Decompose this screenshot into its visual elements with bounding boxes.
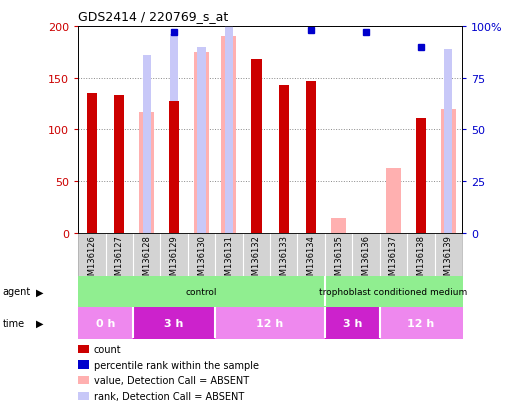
Text: 12 h: 12 h: [407, 318, 435, 328]
Text: percentile rank within the sample: percentile rank within the sample: [94, 360, 259, 370]
Text: GSM136136: GSM136136: [362, 235, 371, 285]
Bar: [306, 82, 316, 233]
Bar: [279, 86, 289, 233]
Text: GSM136126: GSM136126: [87, 235, 96, 285]
Bar: [221, 37, 237, 233]
Text: time: time: [3, 318, 25, 328]
Bar: [170, 35, 178, 233]
Text: 12 h: 12 h: [257, 318, 284, 328]
Bar: [87, 94, 97, 233]
Text: 3 h: 3 h: [164, 318, 184, 328]
Text: GSM136129: GSM136129: [169, 235, 178, 285]
Bar: [331, 219, 346, 233]
Text: GSM136139: GSM136139: [444, 235, 453, 285]
Text: GSM136127: GSM136127: [115, 235, 124, 285]
Bar: [416, 119, 426, 233]
Text: ▶: ▶: [36, 287, 43, 297]
Text: GSM136130: GSM136130: [197, 235, 206, 285]
Text: value, Detection Call = ABSENT: value, Detection Call = ABSENT: [94, 375, 249, 385]
Bar: [251, 60, 261, 233]
Text: GDS2414 / 220769_s_at: GDS2414 / 220769_s_at: [78, 10, 229, 23]
Bar: [225, 19, 233, 233]
Bar: [441, 109, 456, 233]
Text: 0 h: 0 h: [96, 318, 115, 328]
Text: GSM136131: GSM136131: [224, 235, 233, 285]
Bar: [169, 102, 180, 233]
Bar: [444, 50, 452, 233]
Bar: [143, 56, 151, 233]
Text: agent: agent: [3, 287, 31, 297]
Text: GSM136134: GSM136134: [307, 235, 316, 285]
Bar: [386, 169, 401, 233]
Text: GSM136135: GSM136135: [334, 235, 343, 285]
Text: 3 h: 3 h: [343, 318, 362, 328]
Bar: [197, 47, 205, 233]
Text: GSM136132: GSM136132: [252, 235, 261, 285]
Text: GSM136133: GSM136133: [279, 235, 288, 285]
Text: rank, Detection Call = ABSENT: rank, Detection Call = ABSENT: [94, 391, 244, 401]
Bar: [114, 96, 125, 233]
Text: ▶: ▶: [36, 318, 43, 328]
Text: GSM136137: GSM136137: [389, 235, 398, 285]
Text: count: count: [94, 344, 121, 354]
Text: GSM136128: GSM136128: [142, 235, 151, 285]
Bar: [194, 52, 209, 233]
Text: control: control: [186, 287, 218, 296]
Text: GSM136138: GSM136138: [417, 235, 426, 285]
Text: trophoblast conditioned medium: trophoblast conditioned medium: [319, 287, 468, 296]
Bar: [139, 113, 154, 233]
